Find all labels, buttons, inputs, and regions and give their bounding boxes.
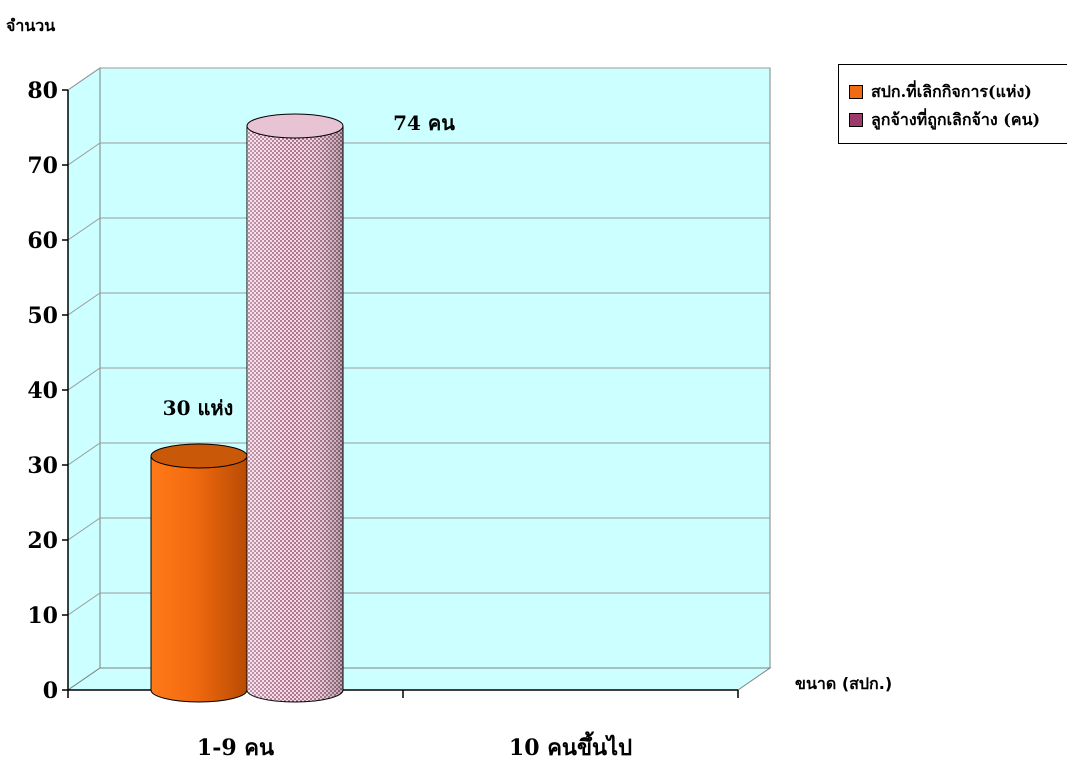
y-tick-label: 20 [27, 528, 58, 554]
y-tick-label: 10 [27, 603, 58, 629]
gridline [67, 217, 770, 241]
y-axis-title: จำนวน [6, 16, 56, 35]
y-tick-label: 0 [43, 678, 58, 704]
bar-top [246, 113, 344, 139]
gridline [67, 142, 770, 166]
legend: สปก.ที่เลิกกิจการ(แห่ง) ลูกจ้างที่ถูกเลิ… [838, 64, 1067, 144]
bar-body [150, 455, 248, 703]
y-tick-label: 40 [27, 378, 58, 404]
legend-label-laid-off-workers: ลูกจ้างที่ถูกเลิกจ้าง (คน) [871, 109, 1041, 129]
y-tick-label: 80 [27, 78, 58, 104]
gridline [67, 442, 770, 466]
bar-layer [150, 113, 344, 703]
gridline [67, 67, 770, 91]
y-tick-label: 50 [27, 303, 58, 329]
axis-layer: 0 10 20 30 40 50 60 70 80 1-9 คน 10 คนขึ้นไป [27, 78, 739, 758]
legend-item-laid-off-workers: ลูกจ้างที่ถูกเลิกจ้าง (คน) [849, 109, 1040, 131]
bar-top [150, 443, 248, 469]
bar-1-0 [246, 113, 344, 703]
legend-swatch-closed-businesses [849, 85, 863, 99]
label-layer: 30 แห่ง 74 คน [163, 111, 456, 420]
gridline [67, 367, 770, 391]
x-axis-title: ขนาด (สปก.) [795, 674, 893, 693]
legend-label-closed-businesses: สปก.ที่เลิกกิจการ(แห่ง) [871, 81, 1032, 101]
legend-swatch-laid-off-workers [849, 113, 863, 127]
y-tick-label: 70 [27, 153, 58, 179]
y-tick-label: 30 [27, 453, 58, 479]
data-label: 74 คน [393, 111, 455, 135]
bar-shade [247, 126, 343, 702]
legend-item-closed-businesses: สปก.ที่เลิกกิจการ(แห่ง) [849, 81, 1032, 103]
x-tick-label: 10 คนขึ้นไป [509, 731, 632, 758]
bar-0-0 [150, 443, 248, 703]
data-label: 30 แห่ง [163, 396, 234, 420]
y-tick-label: 60 [27, 228, 58, 254]
gridline [67, 292, 770, 316]
gridline [67, 592, 770, 616]
x-tick-label: 1-9 คน [197, 735, 274, 758]
gridline [67, 517, 770, 541]
